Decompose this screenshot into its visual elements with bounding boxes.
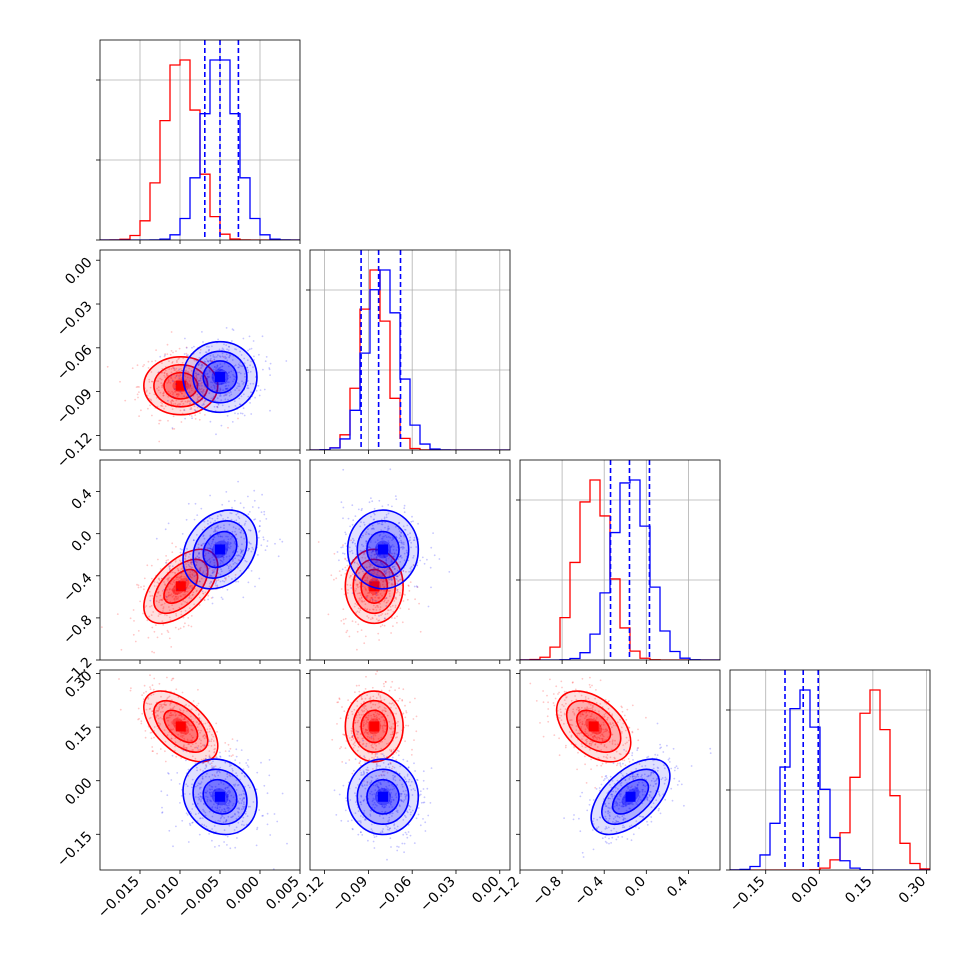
x-tick-label: 0.0: [622, 874, 649, 901]
y-tick-label: 0.00: [62, 775, 95, 808]
x-tick-label: −0.015: [95, 874, 143, 922]
x-tick-label: −0.09: [330, 874, 372, 916]
histogram-series-1: [310, 269, 510, 450]
density-peak-series-0: [175, 581, 186, 592]
y-tick-label: −0.4: [60, 570, 95, 605]
x-tick-label: 0.00: [789, 874, 822, 907]
x-tick-label: 0.000: [223, 874, 263, 914]
y-tick-label: −0.09: [54, 386, 96, 428]
density-peak-series-1: [215, 372, 225, 383]
panel-1-1: [306, 249, 511, 454]
x-tick-label: −0.15: [727, 874, 769, 916]
axes-frame: [99, 669, 301, 871]
panel-0-0: [96, 39, 301, 244]
axes-frame: [99, 249, 301, 451]
panel-3-0: [96, 669, 301, 874]
density-peak-series-0: [588, 721, 599, 732]
panel-2-1: [306, 459, 511, 664]
panel-3-2: [516, 669, 721, 874]
axes-frame: [309, 249, 511, 451]
density-peak-series-0: [369, 581, 380, 592]
density-peak-series-1: [215, 791, 225, 802]
panel-3-1: [306, 669, 511, 874]
scatter-series-1: [333, 730, 433, 861]
panel-1-0: [96, 249, 301, 454]
density-peak-series-0: [369, 721, 380, 732]
density-peak-series-1: [215, 544, 225, 555]
y-tick-label: −0.12: [54, 430, 96, 472]
x-tick-label: 0.30: [896, 874, 929, 907]
panel-2-2: [516, 459, 721, 664]
x-tick-label: 0.4: [664, 873, 691, 900]
axes-frame: [309, 669, 511, 871]
panel-2-0: [96, 459, 301, 664]
x-tick-label: −0.005: [175, 874, 223, 922]
density-peak-series-0: [175, 380, 186, 391]
panel-3-3: [726, 669, 931, 874]
histogram-series-1: [520, 479, 720, 660]
axes-frame: [729, 669, 931, 871]
x-tick-label: −0.010: [135, 874, 183, 922]
y-tick-label: 0.4: [69, 486, 96, 513]
density-peak-series-1: [377, 791, 388, 802]
x-tick-label: −0.8: [530, 874, 565, 909]
density-peak-series-0: [175, 721, 186, 732]
y-tick-label: −0.06: [54, 342, 96, 384]
y-tick-label: −0.03: [54, 298, 96, 340]
x-tick-label: −0.4: [572, 873, 607, 908]
y-tick-label: −0.15: [54, 829, 96, 871]
histogram-series-1: [100, 59, 300, 240]
density-peak-series-1: [377, 544, 388, 555]
y-tick-label: 0.15: [62, 721, 95, 754]
axes-frame: [99, 39, 301, 241]
axes-frame: [99, 459, 301, 661]
axes-frame: [309, 459, 511, 661]
y-tick-label: 0.0: [69, 528, 96, 555]
y-tick-label: 0.00: [62, 255, 95, 288]
x-tick-label: −0.03: [417, 874, 459, 916]
x-tick-label: 0.15: [842, 874, 875, 907]
x-tick-label: −0.06: [373, 873, 415, 915]
histogram-series-0: [730, 689, 930, 870]
axes-frame: [519, 669, 721, 871]
density-peak-series-1: [625, 791, 636, 802]
axes-frame: [519, 459, 721, 661]
scatter-series-1: [336, 468, 451, 620]
y-tick-label: −0.8: [60, 612, 95, 647]
